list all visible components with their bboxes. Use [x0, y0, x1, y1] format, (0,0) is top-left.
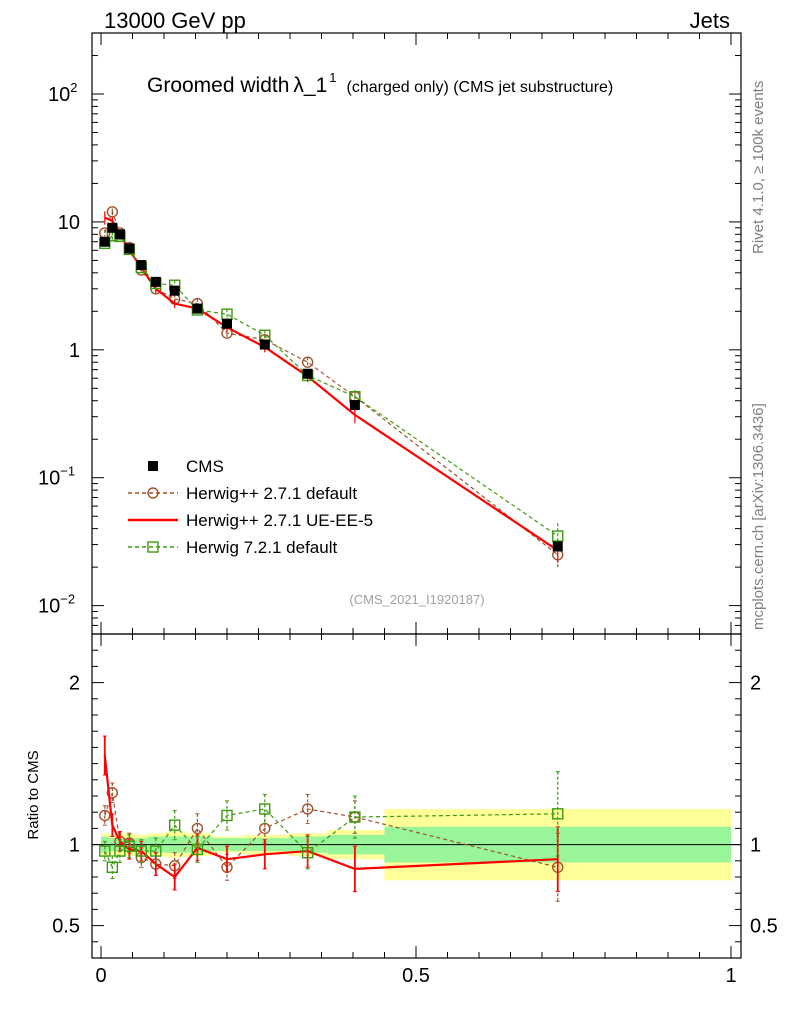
legend-label: CMS	[186, 457, 224, 476]
cms-data-point	[552, 541, 563, 552]
main-point	[552, 530, 564, 542]
ratio-point	[191, 822, 204, 835]
cms-data-point	[124, 243, 135, 254]
ratio-point	[99, 845, 111, 857]
legend-marker-cms	[148, 461, 158, 471]
cms-data-point	[302, 368, 313, 379]
cms-data-point	[349, 400, 360, 411]
analysis-tag: (CMS_2021_I1920187)	[349, 592, 484, 607]
cms-data-point	[107, 222, 118, 233]
cms-data-point	[169, 285, 180, 296]
main-y-tick-label: 102	[48, 80, 77, 106]
main-y-tick-exponent: −2	[60, 592, 75, 607]
legend-label: Herwig++ 2.7.1 default	[186, 484, 357, 503]
main-point	[301, 356, 314, 368]
analysis-category-label: Jets	[689, 8, 730, 33]
legend-marker	[147, 487, 159, 499]
ratio-point	[106, 861, 119, 873]
process-label: 13000 GeV pp	[104, 8, 246, 33]
x-tick-label: 0	[95, 965, 106, 987]
ratio-y-tick-label-right: 2	[750, 673, 761, 695]
main-y-tick-mantissa: 10	[38, 596, 60, 618]
ratio-point	[106, 787, 119, 799]
main-y-tick-exponent: −1	[60, 464, 75, 479]
cms-data-point	[192, 303, 203, 314]
ratio-y-tick-label-right: 1	[750, 835, 761, 857]
main-y-tick-mantissa: 10	[38, 468, 60, 490]
main-y-tick-mantissa: 10	[48, 84, 70, 106]
ratio-point	[123, 840, 136, 852]
ratio-point	[150, 845, 162, 857]
x-tick-label: 1	[725, 965, 736, 987]
ratio-point	[301, 803, 314, 815]
ratio-point	[221, 809, 233, 822]
main-y-tick-label: 1	[69, 340, 80, 362]
main-y-tick-label: 10	[58, 212, 80, 234]
main-y-tick-exponent: 2	[70, 80, 77, 95]
chart-title-symbol: λ_1	[293, 74, 327, 97]
ratio-point	[191, 843, 204, 856]
cms-data-point	[259, 339, 270, 350]
cms-data-point	[150, 276, 161, 287]
x-tick-label: 0.5	[402, 965, 430, 987]
ratio-point	[259, 803, 271, 815]
chart-title-subtitle: (charged only) (CMS jet substructure)	[347, 79, 614, 96]
main-y-tick-label: 10−1	[38, 464, 75, 490]
cms-data-point	[136, 260, 147, 271]
ratio-point	[301, 847, 314, 859]
ratio-point	[552, 808, 564, 820]
ratio-y-tick-label: 2	[69, 673, 80, 695]
ratio-point	[169, 819, 181, 831]
series-layer	[99, 206, 564, 902]
main-y-tick-mantissa: 10	[58, 212, 80, 234]
legend-label: Herwig 7.2.1 default	[186, 538, 337, 557]
main-series-line	[104, 210, 559, 556]
cms-data-point	[114, 229, 125, 240]
main-y-tick-mantissa: 1	[69, 340, 80, 362]
ratio-y-tick-label-right: 0.5	[750, 916, 778, 938]
ratio-y-tick-label: 1	[69, 835, 80, 857]
ratio-y-tick-label: 0.5	[52, 916, 80, 938]
chart-title-main: Groomed width	[147, 74, 289, 97]
chart-title: Groomed width λ_1 1 (charged only) (CMS jet…	[147, 70, 613, 97]
ratio-point	[135, 845, 148, 857]
ratio-plot-frame	[91, 633, 742, 959]
main-y-tick-label: 10−2	[38, 592, 75, 618]
chart-title-superscript: 1	[329, 70, 336, 85]
legend-label: Herwig++ 2.7.1 UE-EE-5	[186, 511, 373, 530]
legend-marker	[147, 541, 159, 553]
legend: CMS Herwig++ 2.7.1 default Herwig++ 2.7.1 …	[128, 457, 373, 557]
ratio-point	[349, 811, 361, 823]
ratio-y-axis-label: Ratio to CMS	[25, 750, 42, 839]
cms-data-point	[99, 236, 110, 247]
main-point	[106, 206, 119, 218]
cms-data-point	[222, 318, 232, 329]
ratio-point	[99, 809, 111, 822]
